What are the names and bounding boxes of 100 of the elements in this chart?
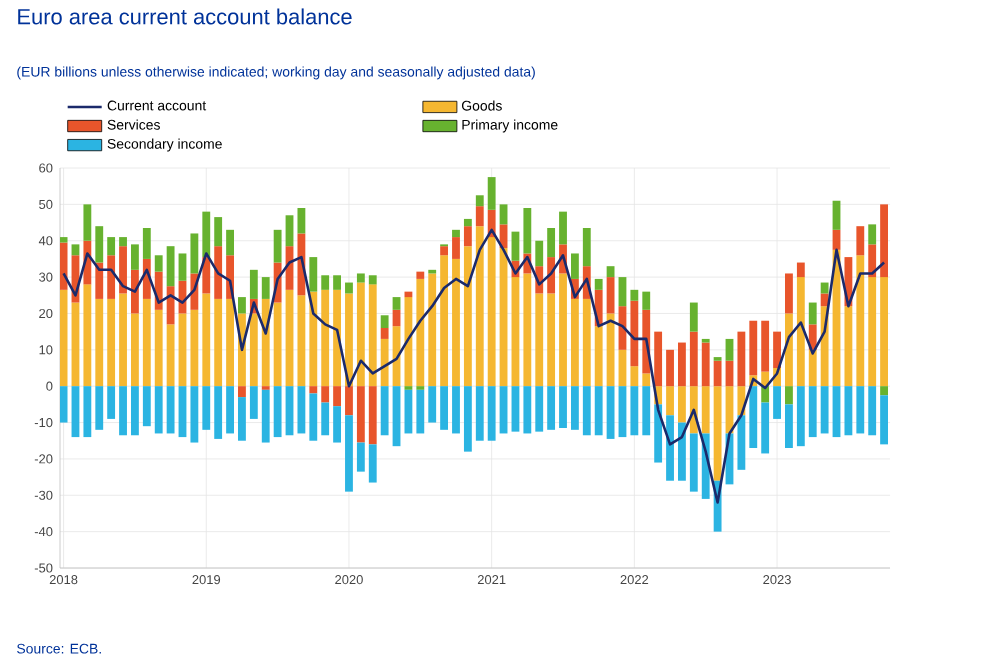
bar [119, 246, 127, 294]
bar [630, 386, 639, 436]
bar [107, 386, 116, 419]
bar [666, 349, 674, 387]
bar [356, 386, 365, 443]
bar [606, 386, 615, 439]
bar [773, 331, 781, 368]
bar [226, 298, 234, 387]
bar [785, 313, 793, 387]
bar [297, 295, 306, 387]
bar [321, 275, 330, 290]
bar [333, 406, 341, 443]
bar [83, 204, 92, 241]
bar [868, 386, 877, 436]
bar [547, 386, 556, 430]
bar [559, 211, 567, 245]
bar [523, 273, 532, 387]
bar [689, 302, 698, 332]
bar [475, 386, 484, 441]
bar [190, 233, 199, 274]
bar [868, 277, 877, 387]
bar [463, 386, 472, 452]
bar [606, 313, 615, 387]
bar [273, 229, 282, 263]
bar [368, 284, 377, 387]
bar [356, 442, 365, 472]
bar [689, 433, 698, 492]
bar [83, 284, 92, 387]
bar [107, 298, 116, 387]
bar [487, 177, 496, 210]
bar [166, 386, 175, 434]
bar [60, 289, 68, 387]
bar [582, 298, 591, 387]
bar [785, 386, 793, 405]
bar [131, 313, 139, 387]
bar [380, 338, 389, 387]
bar [309, 386, 318, 394]
bar [380, 386, 389, 436]
bar [630, 366, 639, 387]
bar [309, 393, 318, 441]
bar [60, 237, 68, 243]
bar [868, 224, 877, 245]
bar [166, 286, 175, 325]
bar [761, 402, 770, 454]
bar [428, 386, 437, 423]
bar [273, 302, 282, 387]
bar [630, 300, 639, 367]
bar [547, 293, 556, 387]
bar [238, 386, 246, 398]
bar [238, 297, 246, 314]
bar [214, 386, 223, 439]
bar [60, 386, 68, 423]
bar [416, 271, 425, 279]
bar [785, 273, 793, 314]
bar [796, 386, 805, 447]
bar [166, 246, 175, 287]
bar [808, 349, 817, 387]
bar [119, 293, 127, 387]
bar [844, 386, 853, 436]
bar [535, 240, 544, 267]
bar [713, 386, 722, 481]
bar [654, 404, 663, 463]
bar [737, 331, 746, 387]
bar [880, 395, 888, 445]
bar [773, 386, 781, 419]
bar [820, 386, 829, 434]
bar [463, 246, 472, 387]
bar [701, 342, 710, 387]
bar [83, 386, 92, 438]
bar [202, 293, 211, 387]
bar [261, 389, 270, 443]
bar [678, 342, 686, 387]
bar [749, 320, 758, 376]
bar [107, 255, 116, 299]
bar [452, 386, 460, 434]
bar [856, 386, 865, 434]
bar [642, 386, 651, 436]
bar [535, 386, 544, 432]
bar [606, 277, 615, 314]
bar [392, 297, 401, 310]
bar [356, 282, 365, 387]
bar [142, 386, 151, 427]
bar [689, 331, 698, 387]
bar [190, 386, 199, 443]
bar [226, 229, 234, 256]
bar [535, 293, 544, 387]
bar [202, 386, 211, 430]
bar [594, 326, 603, 387]
bar [642, 373, 651, 387]
bar [249, 269, 258, 299]
bar [570, 253, 579, 279]
bar [630, 289, 639, 301]
bar [475, 226, 484, 387]
bar [440, 255, 449, 387]
bar [678, 422, 686, 481]
bar [559, 273, 567, 387]
bar [249, 313, 258, 387]
bar [368, 386, 377, 445]
bar [487, 237, 496, 387]
chart-title: Euro area current account balance [18, 8, 352, 25]
